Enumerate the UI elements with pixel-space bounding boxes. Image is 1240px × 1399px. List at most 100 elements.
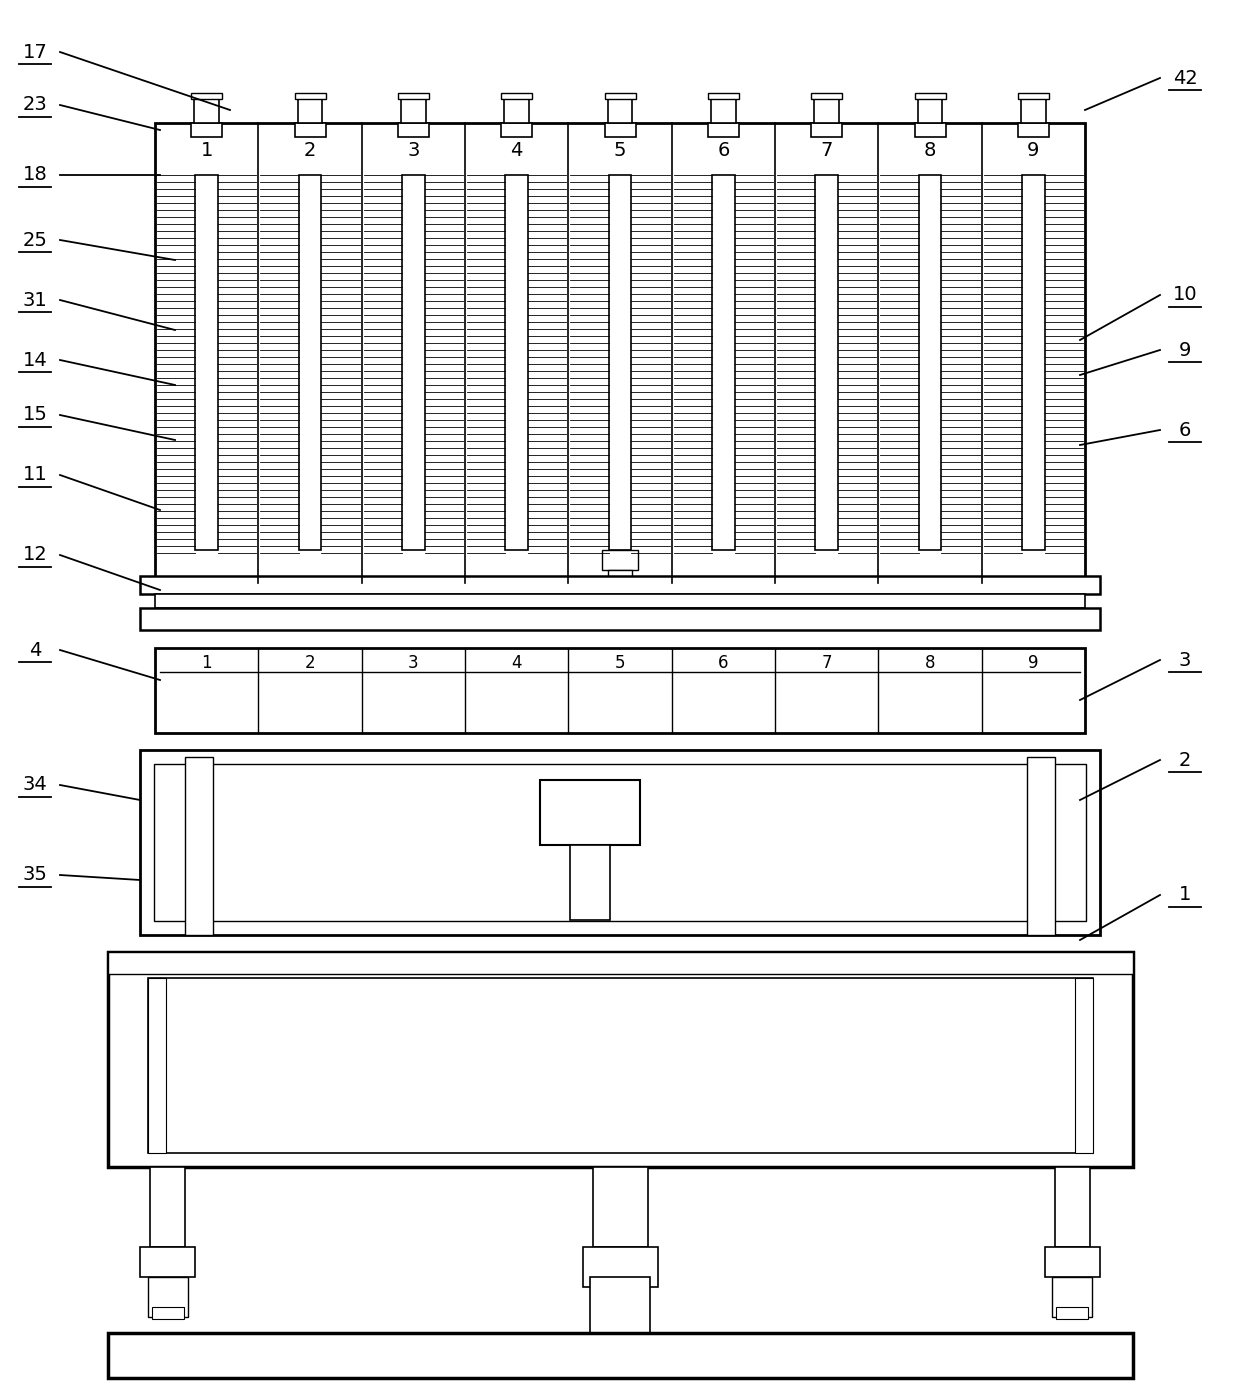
Bar xyxy=(401,98,425,123)
Text: 2: 2 xyxy=(305,653,315,672)
Bar xyxy=(811,92,842,99)
Bar xyxy=(1018,92,1049,99)
Bar xyxy=(295,92,325,99)
Bar xyxy=(148,978,166,1153)
Text: 10: 10 xyxy=(1173,285,1198,305)
Bar xyxy=(155,123,1085,583)
Bar xyxy=(1055,1167,1090,1247)
Bar xyxy=(295,123,325,137)
Text: 5: 5 xyxy=(614,141,626,161)
Bar xyxy=(185,757,213,935)
Bar xyxy=(1052,1277,1092,1316)
Text: 35: 35 xyxy=(22,866,47,884)
Bar xyxy=(609,175,631,550)
Bar xyxy=(108,1333,1133,1378)
Bar xyxy=(506,175,528,550)
Bar xyxy=(505,98,529,123)
Text: 1: 1 xyxy=(201,141,213,161)
Bar xyxy=(918,98,942,123)
Text: 11: 11 xyxy=(22,466,47,484)
Bar xyxy=(1021,98,1045,123)
Text: 6: 6 xyxy=(718,653,729,672)
Bar xyxy=(708,92,739,99)
Bar xyxy=(398,123,429,137)
Text: 4: 4 xyxy=(511,141,523,161)
Bar xyxy=(1045,1247,1100,1277)
Bar xyxy=(155,648,1085,733)
Bar xyxy=(299,175,321,550)
Bar xyxy=(155,595,1085,609)
Bar xyxy=(712,175,734,550)
Text: 3: 3 xyxy=(407,141,419,161)
Bar xyxy=(915,123,945,137)
Text: 17: 17 xyxy=(22,42,47,62)
Bar xyxy=(590,1277,650,1337)
Text: 14: 14 xyxy=(22,351,47,369)
Bar xyxy=(593,1167,649,1247)
Bar xyxy=(195,175,218,550)
Bar xyxy=(108,951,1133,1167)
Bar xyxy=(811,123,842,137)
Bar xyxy=(195,98,219,123)
Bar xyxy=(108,951,1133,974)
Bar xyxy=(608,98,632,123)
Bar xyxy=(583,1247,658,1287)
Bar xyxy=(608,569,632,590)
Text: 1: 1 xyxy=(201,653,212,672)
Bar xyxy=(601,550,639,569)
Text: 3: 3 xyxy=(408,653,419,672)
Bar xyxy=(140,576,1100,595)
Text: 5: 5 xyxy=(615,653,625,672)
Text: 4: 4 xyxy=(29,641,41,659)
Bar xyxy=(815,98,839,123)
Text: 34: 34 xyxy=(22,775,47,795)
Text: 9: 9 xyxy=(1179,340,1192,360)
Text: 9: 9 xyxy=(1028,653,1039,672)
Bar xyxy=(298,98,322,123)
Bar xyxy=(501,92,532,99)
Text: 25: 25 xyxy=(22,231,47,249)
Text: 8: 8 xyxy=(924,141,936,161)
Bar xyxy=(1056,1307,1087,1319)
Text: 6: 6 xyxy=(717,141,729,161)
Text: 7: 7 xyxy=(821,141,833,161)
Text: 2: 2 xyxy=(1179,750,1192,769)
Text: 9: 9 xyxy=(1027,141,1039,161)
Bar xyxy=(153,1307,184,1319)
Bar xyxy=(816,175,838,550)
Bar xyxy=(140,1247,195,1277)
Bar xyxy=(605,123,635,137)
Text: 18: 18 xyxy=(22,165,47,185)
Text: 2: 2 xyxy=(304,141,316,161)
Bar xyxy=(150,1167,185,1247)
Text: 31: 31 xyxy=(22,291,47,309)
Bar xyxy=(1027,757,1055,935)
Text: 6: 6 xyxy=(1179,421,1192,439)
Bar xyxy=(539,781,640,845)
Bar xyxy=(191,123,222,137)
Text: 15: 15 xyxy=(22,406,47,424)
Bar xyxy=(1075,978,1092,1153)
Text: 42: 42 xyxy=(1173,69,1198,88)
Bar xyxy=(1022,175,1044,550)
Bar xyxy=(154,764,1086,921)
Bar xyxy=(708,123,739,137)
Text: 7: 7 xyxy=(821,653,832,672)
Bar xyxy=(140,609,1100,630)
Text: 3: 3 xyxy=(1179,651,1192,670)
Bar xyxy=(148,978,1092,1153)
Text: 1: 1 xyxy=(1179,886,1192,905)
Bar xyxy=(398,92,429,99)
Text: 4: 4 xyxy=(511,653,522,672)
Text: 23: 23 xyxy=(22,95,47,115)
Text: 12: 12 xyxy=(22,546,47,565)
Bar xyxy=(605,92,635,99)
Bar xyxy=(501,123,532,137)
Bar xyxy=(915,92,945,99)
Bar xyxy=(570,845,610,921)
Bar xyxy=(140,750,1100,935)
Bar xyxy=(1018,123,1049,137)
Bar xyxy=(402,175,424,550)
Text: 8: 8 xyxy=(925,653,935,672)
Bar xyxy=(711,98,735,123)
